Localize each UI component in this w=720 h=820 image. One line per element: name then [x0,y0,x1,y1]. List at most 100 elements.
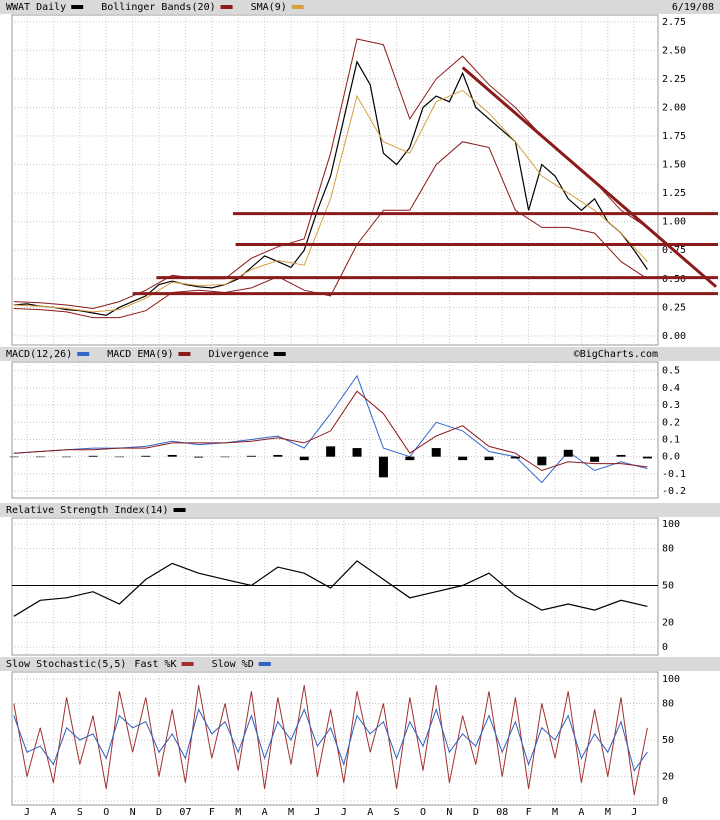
legend-swatch [71,5,84,9]
chart-date: 6/19/08 [672,2,714,13]
x-tick-label: N [130,807,136,818]
legend-label: Bollinger Bands(20) [101,2,215,13]
x-tick-label: 07 [179,807,191,818]
divergence-bar [194,456,204,458]
divergence-bar [590,456,600,462]
y-tick-label: 20 [662,772,674,783]
y-tick-label: 1.00 [662,217,686,228]
y-tick-label: 50 [662,735,674,746]
divergence-bar [299,456,309,461]
y-tick-label: 0.25 [662,302,686,313]
panel-title: Slow Stochastic(5,5) [6,659,126,670]
x-tick-label: N [446,807,452,818]
y-tick-label: 80 [662,544,674,555]
series-line [13,560,648,617]
series-line [13,390,648,472]
y-tick-label: 0.4 [662,383,680,394]
y-tick-label: 2.50 [662,45,686,56]
divergence-bar [273,454,283,457]
plot-area [11,361,659,499]
y-tick-label: 0.3 [662,400,680,411]
legend-swatch [77,352,90,356]
series-line [13,141,648,319]
x-tick-label: D [473,807,479,818]
x-tick-label: A [578,807,584,818]
legend-label: Divergence [208,349,268,360]
legend-swatch [220,5,233,9]
y-tick-label: 0.5 [662,366,680,377]
divergence-bar [352,448,362,457]
credit: ©BigCharts.com [574,349,658,360]
y-tick-label: 2.00 [662,102,686,113]
x-tick-label: J [24,807,30,818]
legend-swatch [173,508,186,512]
x-tick-label: M [552,807,558,818]
divergence-bar [9,456,19,458]
x-tick-label: M [605,807,611,818]
x-tick-label: A [50,807,56,818]
divergence-bar [141,455,151,457]
divergence-bar [167,454,177,457]
divergence-bar [642,456,652,459]
divergence-bar [431,448,441,457]
trend-line [461,66,718,288]
x-tick-label: S [394,807,400,818]
plot-area [11,517,659,656]
y-tick-label: 0.1 [662,434,680,445]
panel-header [0,347,720,361]
divergence-bar [378,456,388,478]
y-tick-label: -0.1 [662,469,686,480]
plot-area [11,671,659,806]
divergence-bar [484,456,494,461]
legend-label: Slow %D [212,659,254,670]
x-tick-label: M [288,807,294,818]
legend-label: WWAT Daily [6,2,66,13]
divergence-bar [326,446,336,457]
y-tick-label: 1.50 [662,160,686,171]
y-tick-label: 0.00 [662,331,686,342]
x-tick-label: F [526,807,532,818]
legend-label: Relative Strength Index(14) [6,505,169,516]
y-tick-label: 0.2 [662,417,680,428]
divergence-bar [616,454,626,457]
y-tick-label: 0 [662,796,668,807]
divergence-bar [563,449,573,457]
legend-label: MACD(12,26) [6,349,72,360]
x-tick-label: F [209,807,215,818]
legend-label: MACD EMA(9) [107,349,173,360]
y-tick-label: 20 [662,617,674,628]
divergence-bar [220,456,230,458]
legend-label: SMA(9) [251,2,287,13]
divergence-bar [510,456,520,459]
y-tick-label: 100 [662,674,680,685]
divergence-bar [458,456,468,461]
y-tick-label: 1.75 [662,131,686,142]
divergence-bar [35,456,45,458]
legend-swatch [273,352,286,356]
panel-header [0,0,720,14]
x-tick-label: J [631,807,637,818]
x-tick-label: J [341,807,347,818]
series-line [13,707,648,772]
x-tick-label: M [235,807,241,818]
panel-header [0,657,720,671]
x-tick-label: O [420,807,426,818]
divergence-bar [246,455,256,457]
y-tick-label: 2.75 [662,17,686,28]
panel-header [0,503,720,517]
y-tick-label: 0.50 [662,274,686,285]
divergence-bar [88,455,98,457]
x-tick-label: A [367,807,373,818]
x-tick-label: O [103,807,109,818]
series-line [13,60,648,316]
series-line [13,685,648,795]
legend-swatch [291,5,304,9]
divergence-bar [114,456,124,458]
y-tick-label: 0.0 [662,452,680,463]
y-tick-label: 2.25 [662,74,686,85]
legend-swatch [181,662,194,666]
x-tick-label: 08 [496,807,508,818]
x-tick-label: S [77,807,83,818]
x-tick-label: A [262,807,268,818]
